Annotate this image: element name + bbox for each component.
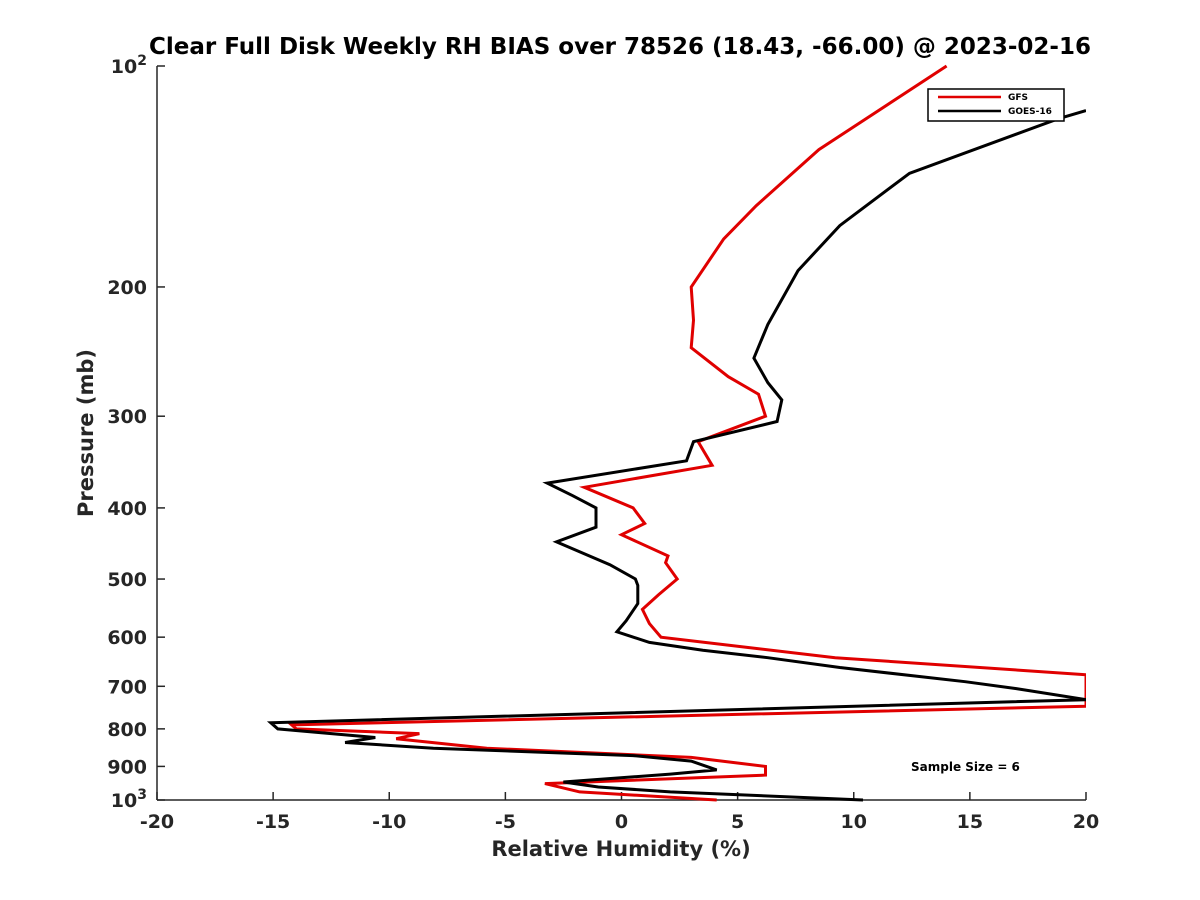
legend: GFS GOES-16	[927, 88, 1065, 122]
x-tick-label: 0	[615, 811, 628, 833]
y-tick-label: 200	[107, 277, 147, 299]
x-tick-label: -15	[256, 811, 290, 833]
plot-area: -20 -15 -10 -5 0 5 10 15 20 102 200 300 400 500 600 70…	[107, 53, 1099, 833]
x-axis-ticks: -20 -15 -10 -5 0 5 10 15 20	[140, 792, 1099, 833]
x-tick-label: 20	[1073, 811, 1099, 833]
x-axis-title: Relative Humidity (%)	[491, 837, 750, 861]
legend-label-goes16: GOES-16	[1008, 107, 1052, 117]
series-lines	[266, 64, 1086, 802]
y-tick-label: 600	[107, 627, 147, 649]
y-tick-label: 300	[107, 406, 147, 428]
y-axis-title: Pressure (mb)	[74, 349, 98, 517]
y-tick-label: 800	[107, 719, 147, 741]
x-tick-label: -5	[495, 811, 516, 833]
series-line-goes-16	[266, 109, 1086, 802]
x-tick-label: -10	[372, 811, 406, 833]
y-tick-label: 900	[107, 756, 147, 778]
series-line-gfs	[287, 64, 1086, 802]
sample-size-annotation: Sample Size = 6	[911, 760, 1020, 774]
x-tick-label: -20	[140, 811, 174, 833]
x-tick-label: 15	[957, 811, 983, 833]
y-tick-label: 400	[107, 498, 147, 520]
y-axis-ticks: 102 200 300 400 500 600 700 800 900 103	[107, 53, 165, 812]
y-tick-label: 500	[107, 569, 147, 591]
legend-box	[927, 88, 1065, 122]
y-tick-label: 102	[111, 53, 147, 78]
chart-title: Clear Full Disk Weekly RH BIAS over 7852…	[149, 34, 1091, 60]
legend-label-gfs: GFS	[1008, 93, 1028, 103]
y-tick-label: 103	[111, 787, 147, 812]
y-tick-label: 700	[107, 676, 147, 698]
x-tick-label: 10	[841, 811, 867, 833]
x-tick-label: 5	[731, 811, 744, 833]
